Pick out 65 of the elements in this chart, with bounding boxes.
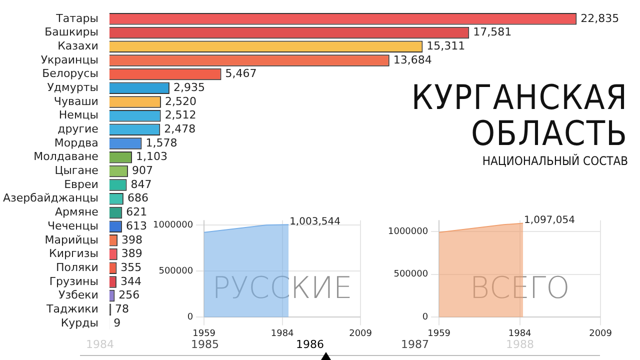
y-tick-label: Удмурты [47, 81, 98, 94]
data-label: 621 [126, 206, 148, 219]
x-tick-label: 2009 [349, 328, 372, 339]
x-tick-label: 1984 [508, 328, 532, 339]
y-tick-label: Курды [60, 316, 98, 330]
data-label: 613 [126, 219, 147, 232]
data-label: 2,520 [164, 94, 196, 108]
text: НАЦИОНАЛЬНЫЙ СОСТАВ [481, 154, 628, 168]
y-tick-label: Евреи [64, 178, 98, 191]
y-tick-label: 1000000 [152, 220, 194, 230]
data-label: 1,103 [136, 150, 168, 164]
data-label: 1,097,054 [524, 214, 575, 226]
data-label: 1,003,544 [290, 216, 340, 228]
y-tick-label: 500000 [158, 266, 194, 276]
y-tick-label: Армяне [55, 206, 99, 219]
text: 1987 [401, 338, 429, 351]
data-label: 344 [120, 274, 142, 288]
y-tick-label: Узбеки [58, 288, 98, 302]
y-tick-label: 500000 [394, 270, 428, 280]
data-label: 398 [122, 233, 143, 246]
y-tick-label: Цыгане [54, 164, 99, 178]
data-label: 256 [118, 288, 140, 302]
data-label: 5,467 [225, 67, 257, 80]
y-tick-label: Украинцы [40, 53, 98, 66]
data-label: 22,835 [580, 12, 620, 25]
text: 1985 [191, 338, 219, 351]
data-label: 78 [115, 302, 130, 316]
data-label: 2,935 [173, 81, 205, 94]
y-tick-label: другие [58, 122, 99, 136]
y-tick-label: 0 [187, 312, 194, 323]
y-tick-label: Немцы [58, 108, 98, 122]
y-tick-label: 1000000 [388, 226, 428, 237]
y-tick-label: Поляки [56, 260, 98, 274]
y-tick-label: Татары [55, 12, 98, 25]
text: КУРГАНСКАЯ ОБЛАСТЬ [411, 78, 628, 154]
y-tick-label: Азербайджанцы [2, 192, 98, 205]
data-label: 15,311 [426, 39, 466, 52]
y-tick-label: Молдаване [34, 150, 99, 164]
y-tick-label: Казахи [58, 39, 98, 52]
y-tick-label: 0 [422, 312, 428, 323]
y-tick-label: Марийцы [44, 233, 98, 246]
y-tick-label: Чуваши [54, 94, 98, 108]
x-tick-label: 1959 [428, 328, 451, 339]
y-tick-label: Грузины [49, 274, 98, 288]
data-label: 2,512 [164, 108, 196, 122]
x-tick-label: 2009 [589, 328, 612, 339]
x-tick-label: 1984 [270, 328, 294, 339]
y-tick-label: Таджики [45, 302, 98, 316]
data-label: 9 [114, 316, 121, 330]
data-label: 1,578 [146, 136, 178, 150]
data-label: 13,684 [393, 53, 432, 66]
y-tick-label: Киргизы [49, 247, 98, 260]
data-label: 686 [127, 192, 148, 205]
data-label: 355 [120, 260, 142, 274]
data-label: 2,478 [164, 122, 196, 136]
data-label: 389 [121, 247, 142, 260]
y-tick-label: Белорусы [42, 67, 98, 80]
data-label: 17,581 [473, 26, 512, 39]
y-tick-label: Башкиры [44, 26, 98, 39]
y-tick-label: Чеченцы [47, 219, 98, 232]
x-tick-label: 1959 [192, 328, 216, 339]
y-tick-label: Мордва [54, 136, 98, 150]
data-label: 907 [132, 164, 153, 178]
data-label: 847 [130, 178, 152, 191]
text: 1986 [296, 338, 324, 351]
